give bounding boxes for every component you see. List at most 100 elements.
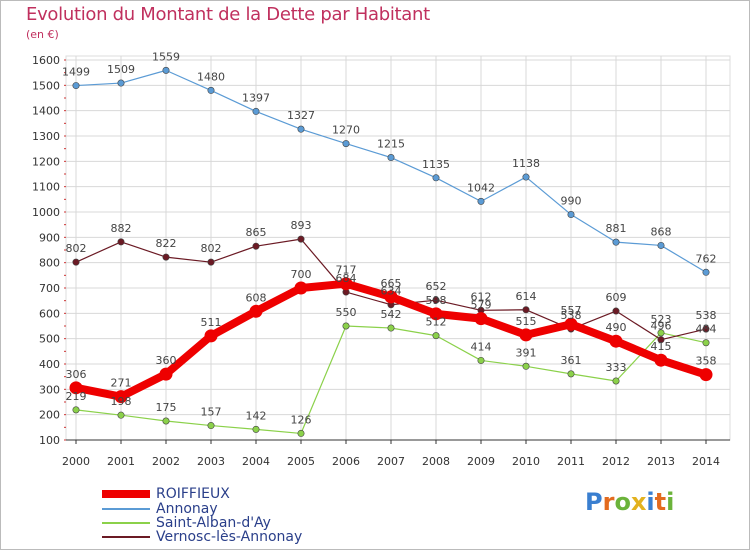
data-label: 391 [516,346,537,359]
data-point [162,66,170,74]
data-label: 762 [696,252,717,265]
data-point [159,367,173,381]
data-label: 579 [471,299,492,312]
y-tick-label: 300 [39,383,60,396]
logo-letter: o [614,488,631,516]
data-point [339,277,353,291]
legend-label: Vernosc-lès-Annonay [156,529,303,545]
data-label: 1138 [512,157,540,170]
y-tick-label: 1100 [32,181,60,194]
data-label: 634 [381,285,402,298]
data-point [657,336,665,344]
x-tick-label: 2010 [512,455,540,468]
x-tick-label: 2012 [602,455,630,468]
data-label: 175 [156,401,177,414]
y-tick-label: 700 [39,282,60,295]
data-label: 608 [246,291,267,304]
chart-subtitle: (en €) [26,28,59,41]
data-label: 126 [291,413,312,426]
y-tick-label: 1000 [32,206,60,219]
data-label: 609 [606,291,627,304]
data-point [522,306,530,314]
legend-label: Annonay [156,501,218,517]
data-point [294,281,308,295]
data-point [612,307,620,315]
data-label: 652 [426,280,447,293]
data-label: 490 [606,321,627,334]
data-point [702,339,710,347]
x-tick-label: 2006 [332,455,360,468]
data-point [432,296,440,304]
data-label: 157 [201,406,222,419]
series-lines [69,66,713,437]
legend-item: Vernosc-lès-Annonay [102,529,302,545]
data-point [72,406,80,414]
data-label: 1397 [242,91,270,104]
data-point [297,125,305,133]
data-point [252,425,260,433]
data-label: 684 [336,272,357,285]
data-label: 484 [696,323,717,336]
data-label: 614 [516,290,537,303]
data-label: 515 [516,315,537,328]
logo-letter: t [654,488,667,516]
data-point [609,334,623,348]
data-point [429,307,443,321]
data-point [162,417,170,425]
data-point [702,268,710,276]
data-point [207,422,215,430]
data-point [207,86,215,94]
legend-swatch [102,536,150,538]
data-point [72,82,80,90]
data-label: 700 [291,268,312,281]
data-label: 717 [336,264,357,277]
data-point [342,322,350,330]
y-tick-label: 800 [39,257,60,270]
x-tick-label: 2000 [62,455,90,468]
data-label: 822 [156,237,177,250]
data-label: 1215 [377,138,405,151]
y-tick-label: 500 [39,333,60,346]
data-label: 802 [66,242,87,255]
data-label: 219 [66,390,87,403]
y-tick-label: 900 [39,231,60,244]
data-point [297,235,305,243]
logo-letter: x [630,488,647,516]
data-label: 1509 [107,63,135,76]
data-label: 1559 [152,50,180,63]
data-point [432,174,440,182]
data-point [114,390,128,404]
data-label: 1270 [332,124,360,137]
data-point [519,328,533,342]
data-label: 865 [246,226,267,239]
data-point [612,238,620,246]
y-axis: 100 200 300 400 500 600 700 800 900 1000 1100 1200 1… [32,54,66,447]
data-point [477,197,485,205]
data-label: 333 [606,361,627,374]
data-point [654,353,668,367]
x-tick-label: 2002 [152,455,180,468]
data-label: 511 [201,316,222,329]
y-tick-label: 1400 [32,105,60,118]
y-tick-label: 100 [39,434,60,447]
legend-item: ROIFFIEUX [102,486,230,502]
data-label: 512 [426,316,447,329]
data-label: 538 [696,309,717,322]
data-point [657,241,665,249]
y-tick-label: 400 [39,358,60,371]
legend-label: ROIFFIEUX [156,486,230,502]
data-point [117,411,125,419]
data-label: 1327 [287,109,315,122]
x-tick-label: 2005 [287,455,315,468]
data-label: 142 [246,409,267,422]
x-tick-label: 2008 [422,455,450,468]
data-label: 598 [426,294,447,307]
y-tick-label: 1200 [32,155,60,168]
legend-swatch [102,490,150,498]
data-point [702,325,710,333]
data-label: 550 [336,306,357,319]
data-point [474,312,488,326]
data-point [117,238,125,246]
y-tick-label: 1500 [32,79,60,92]
